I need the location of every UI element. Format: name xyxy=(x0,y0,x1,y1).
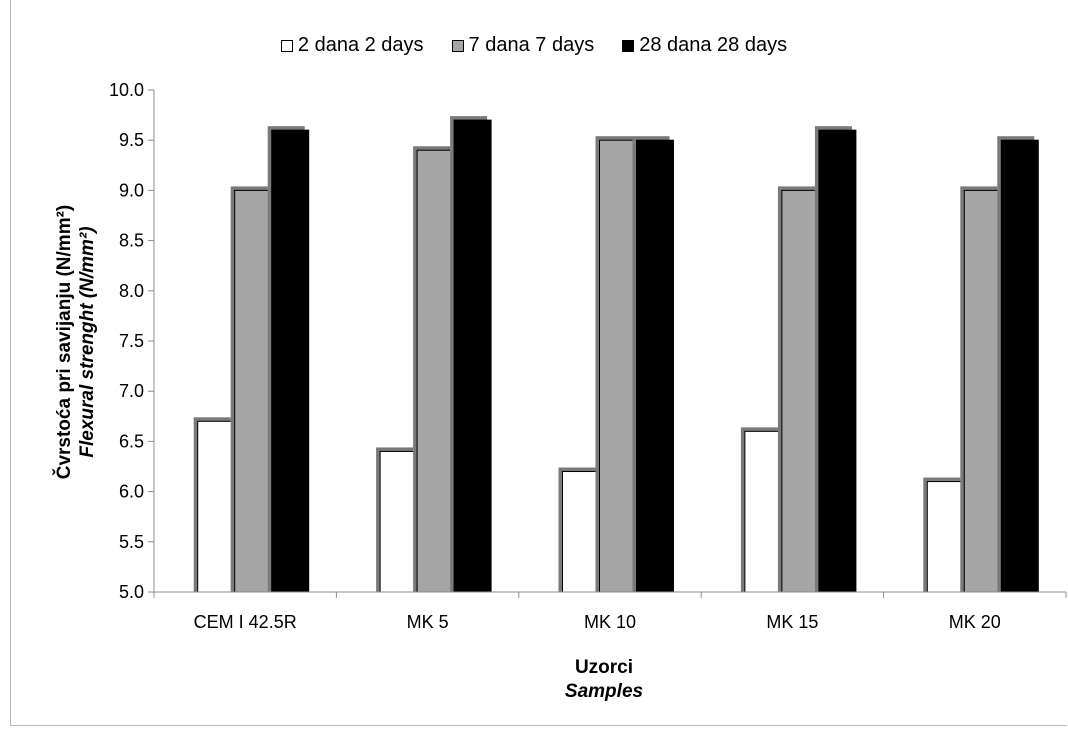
bar xyxy=(926,481,965,593)
bar xyxy=(1000,139,1039,593)
legend-item-2-days: 2 dana 2 days xyxy=(280,34,424,57)
x-axis-title: Uzorci Samples xyxy=(565,657,643,702)
bar xyxy=(744,430,783,593)
bar xyxy=(818,129,857,593)
bar xyxy=(379,450,418,593)
y-tick-label: 10.0 xyxy=(109,80,144,100)
bar xyxy=(562,471,600,593)
bar xyxy=(234,189,273,593)
y-tick-label: 5.0 xyxy=(119,582,144,602)
bar xyxy=(963,189,1002,593)
chart-frame xyxy=(10,0,1067,726)
legend-swatch-7-days xyxy=(451,39,464,52)
bar xyxy=(271,129,310,593)
y-tick-label: 7.5 xyxy=(119,331,144,351)
x-axis-title-line1: Uzorci xyxy=(575,657,633,678)
legend-label-2-days: 2 dana 2 days xyxy=(297,34,424,56)
x-tick-label: CEM I 42.5R xyxy=(194,612,297,632)
y-tick-label: 5.5 xyxy=(119,532,144,552)
y-tick-label: 8.0 xyxy=(119,281,144,301)
x-axis-title-line2: Samples xyxy=(565,681,643,702)
bars xyxy=(193,116,1039,593)
x-tick-label: MK 20 xyxy=(949,612,1001,632)
y-axis-ticks: 5.0 5.5 6.0 6.5 7.0 7.5 8.0 8.5 9.0 9.5 10.0 xyxy=(109,80,154,602)
bar xyxy=(416,149,455,593)
y-tick-label: 7.0 xyxy=(119,381,144,401)
y-axis-title-line1: Čvrstoća pri savijanju (N/mm²) xyxy=(53,205,75,480)
y-tick-label: 6.5 xyxy=(119,431,144,451)
bar xyxy=(636,139,674,593)
legend-swatch-2-days xyxy=(280,39,293,52)
y-axis-title: Čvrstoća pri savijanju (N/mm²) Flexural … xyxy=(53,205,98,480)
bar xyxy=(599,139,637,593)
x-tick-label: MK 15 xyxy=(766,612,818,632)
legend-label-7-days: 7 dana 7 days xyxy=(468,34,595,56)
y-tick-label: 9.0 xyxy=(119,180,144,200)
bar xyxy=(781,189,820,593)
x-tick-label: MK 10 xyxy=(584,612,636,632)
y-tick-label: 8.5 xyxy=(119,231,144,251)
bar xyxy=(197,420,236,593)
legend-item-7-days: 7 dana 7 days xyxy=(451,34,595,57)
x-tick-label: MK 5 xyxy=(407,612,449,632)
x-axis-ticks: CEM I 42.5R MK 5 MK 10 MK 15 MK 20 xyxy=(153,592,1067,632)
y-axis-title-line2: Flexural strenght (N/mm²) xyxy=(77,226,98,457)
legend: 2 dana 2 days 7 dana 7 days 28 dana 28 d… xyxy=(0,34,1068,57)
y-tick-label: 9.5 xyxy=(119,130,144,150)
bar xyxy=(453,119,492,593)
legend-item-28-days: 28 dana 28 days xyxy=(622,34,787,57)
legend-swatch-28-days xyxy=(622,39,635,52)
legend-label-28-days: 28 dana 28 days xyxy=(639,34,788,56)
y-tick-label: 6.0 xyxy=(119,482,144,502)
